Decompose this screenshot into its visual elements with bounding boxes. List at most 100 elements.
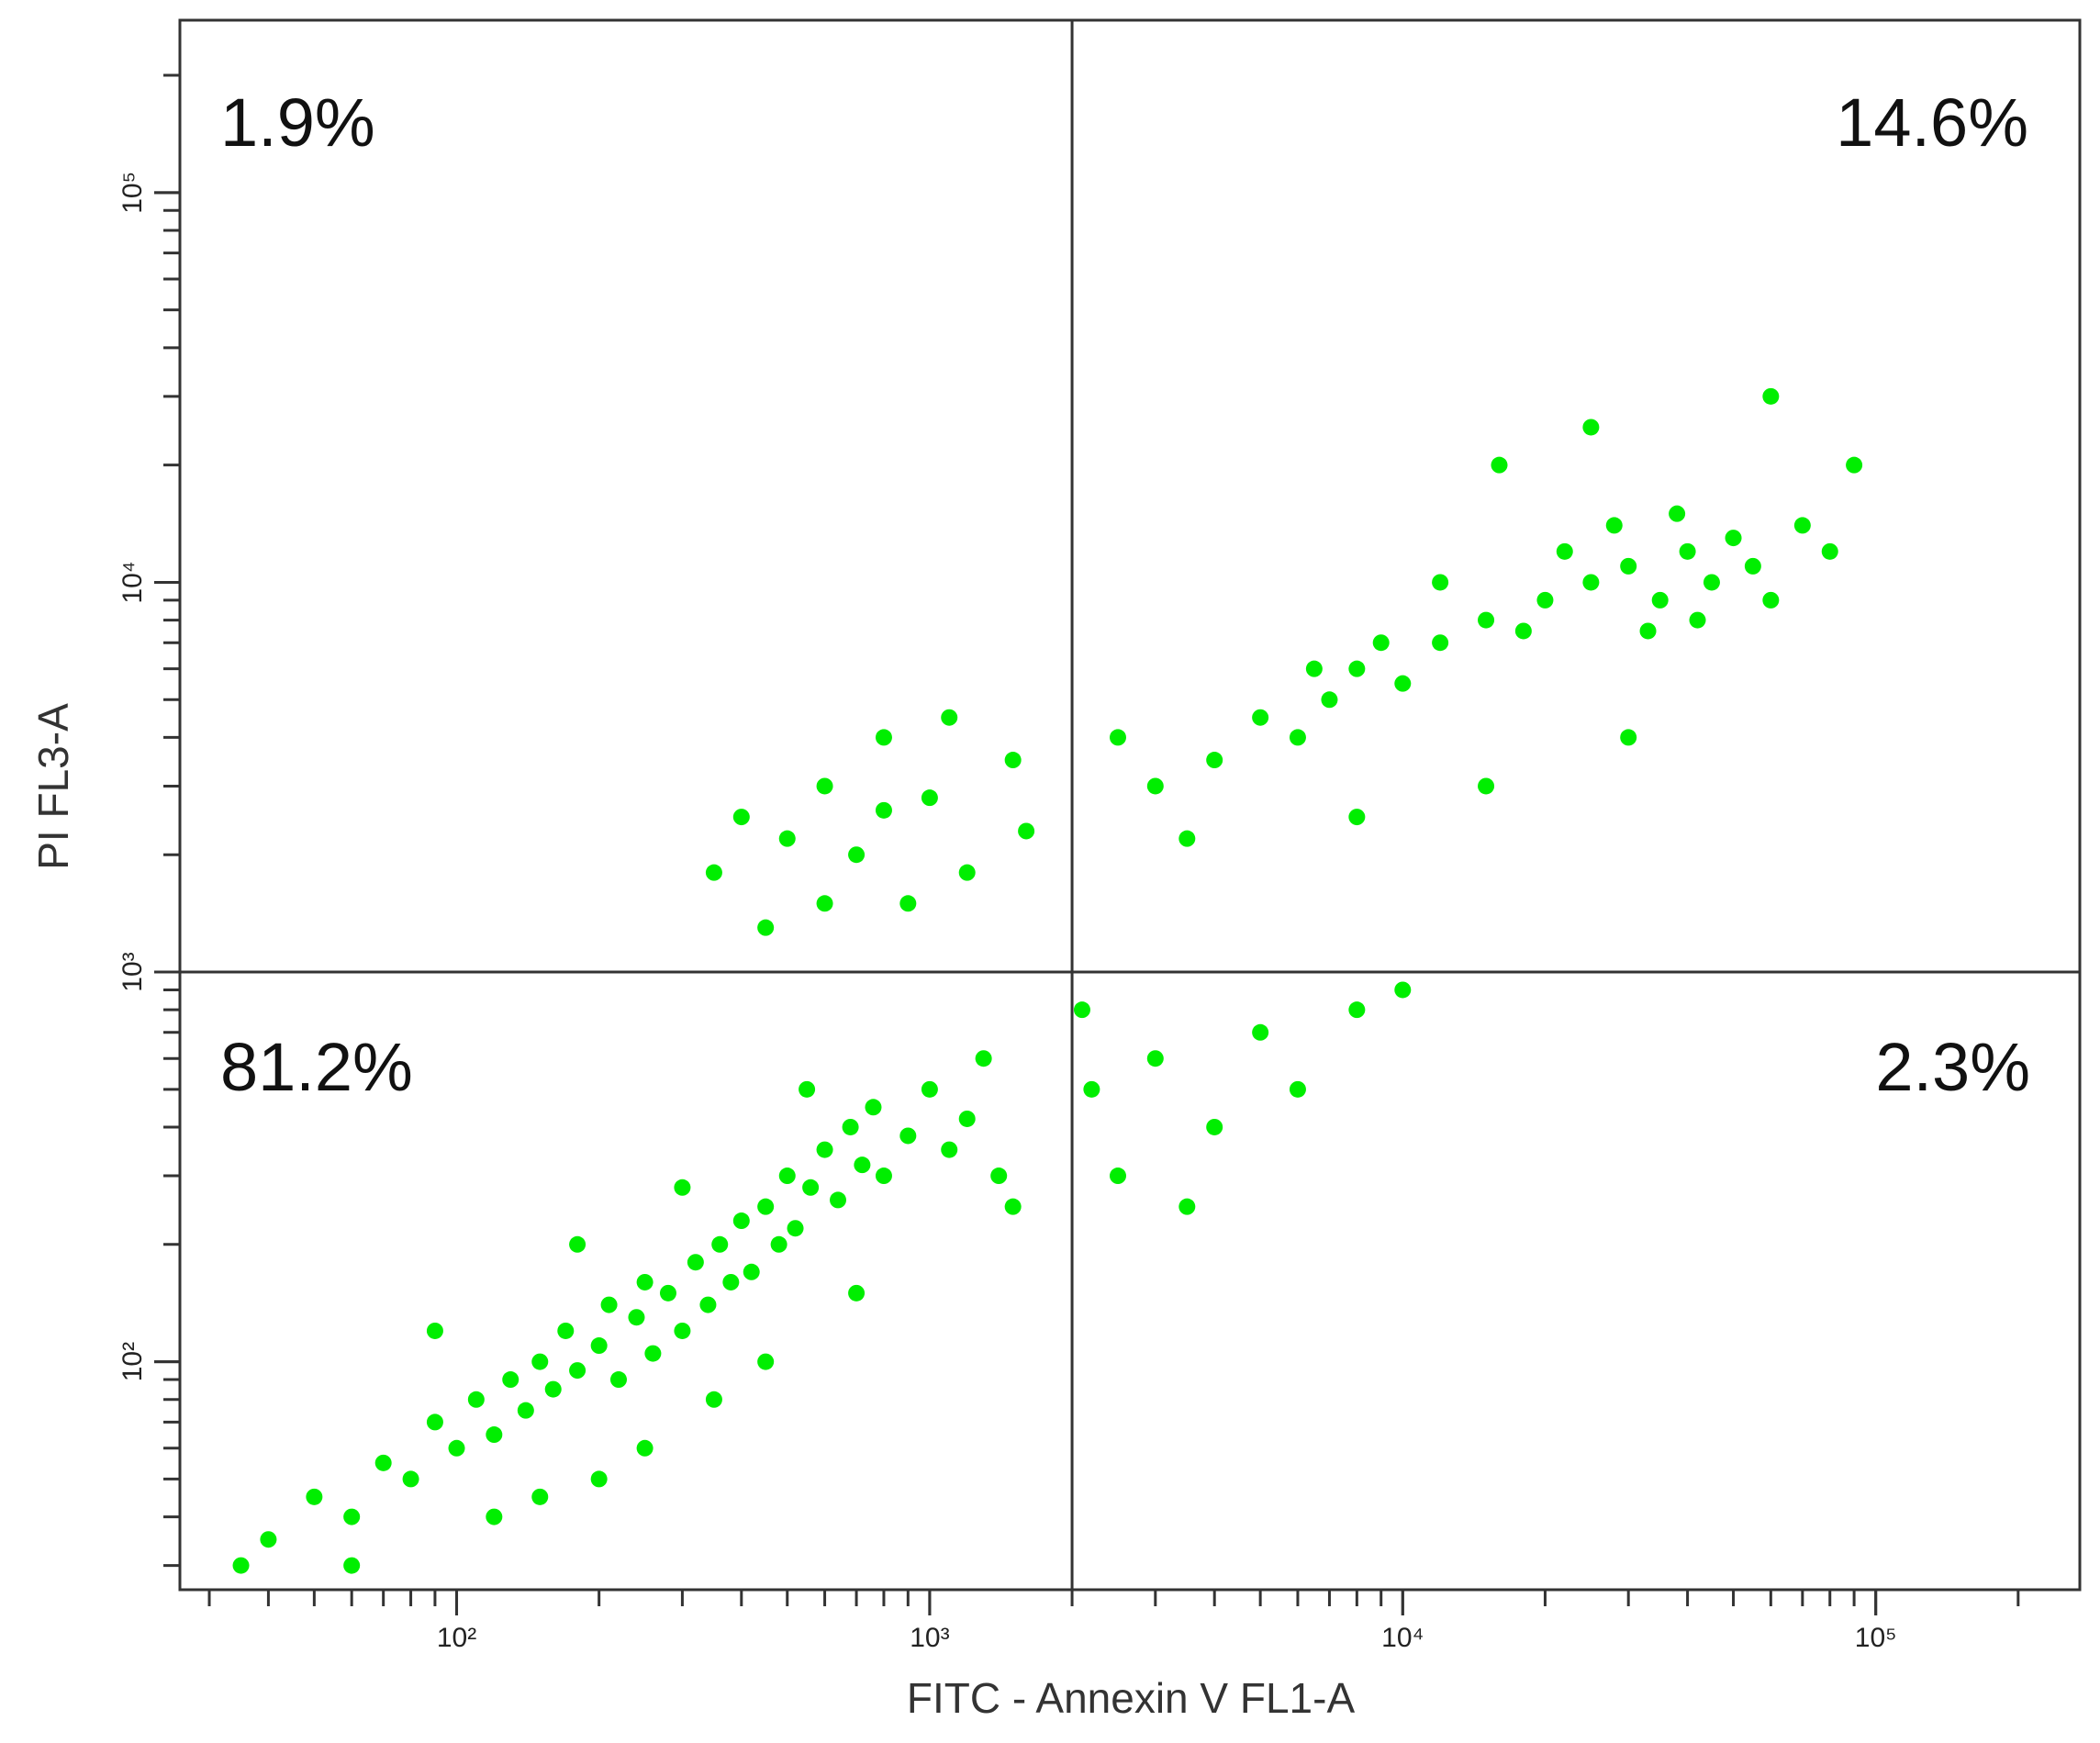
point (711, 1235, 729, 1253)
point (1620, 729, 1637, 746)
point (941, 709, 958, 726)
point (569, 1235, 586, 1253)
point (705, 1391, 722, 1408)
point (448, 1439, 465, 1457)
point (636, 1273, 653, 1290)
point (1762, 591, 1780, 609)
point (921, 1080, 938, 1098)
point (659, 1284, 676, 1302)
point (232, 1557, 250, 1574)
point (590, 1337, 608, 1355)
y-tick-label: 10³ (117, 952, 148, 991)
point (705, 864, 722, 881)
point (1083, 1080, 1100, 1098)
point (1073, 1001, 1090, 1019)
point (1321, 691, 1338, 709)
point (590, 1470, 608, 1488)
point (865, 1099, 882, 1116)
x-tick-label: 10⁵ (1855, 1623, 1897, 1653)
point (1651, 591, 1669, 609)
point (699, 1296, 717, 1313)
quadrant-label: 81.2% (220, 1029, 413, 1105)
point (778, 1168, 796, 1185)
point (816, 777, 833, 795)
point (1793, 517, 1811, 534)
point (778, 830, 796, 847)
point (958, 864, 976, 881)
point (1252, 709, 1269, 726)
point (687, 1254, 704, 1271)
point (1639, 622, 1657, 640)
point (1582, 419, 1600, 436)
point (1305, 660, 1323, 677)
point (1514, 622, 1532, 640)
quadrant-label: 2.3% (1875, 1029, 2030, 1105)
point (544, 1380, 562, 1398)
point (770, 1235, 788, 1253)
point (722, 1273, 740, 1290)
point (1146, 777, 1164, 795)
point (757, 1198, 775, 1215)
point (402, 1470, 419, 1488)
point (502, 1371, 519, 1389)
point (1620, 557, 1637, 575)
point (990, 1168, 1008, 1185)
point (1394, 981, 1412, 999)
point (1762, 387, 1780, 405)
point (1252, 1023, 1269, 1041)
point (557, 1322, 575, 1339)
point (486, 1426, 503, 1444)
point (1846, 456, 1863, 474)
point (899, 895, 917, 912)
point (757, 1353, 775, 1370)
point (674, 1322, 691, 1339)
point (609, 1371, 627, 1389)
point (517, 1402, 534, 1419)
point (1348, 660, 1366, 677)
point (743, 1263, 760, 1280)
point (1703, 574, 1720, 591)
point (1432, 634, 1449, 652)
point (1744, 557, 1761, 575)
point (531, 1488, 549, 1505)
point (1178, 1198, 1196, 1215)
plot-frame (178, 18, 2082, 1592)
point (854, 1156, 871, 1174)
point (875, 1168, 892, 1185)
quadrant-label: 1.9% (220, 84, 375, 161)
point (1556, 542, 1573, 560)
quadrant-label: 14.6% (1836, 84, 2028, 161)
point (1679, 542, 1696, 560)
point (875, 729, 892, 746)
point (1394, 675, 1412, 692)
point (830, 1191, 847, 1209)
point (732, 809, 750, 826)
point (1478, 777, 1495, 795)
y-tick-label: 10⁴ (117, 561, 148, 603)
point (1289, 1080, 1306, 1098)
point (1605, 517, 1623, 534)
point (757, 919, 775, 936)
point (467, 1391, 485, 1408)
point (975, 1050, 992, 1067)
point (600, 1296, 618, 1313)
point (1109, 729, 1126, 746)
point (343, 1557, 361, 1574)
point (644, 1345, 662, 1362)
point (1289, 729, 1306, 746)
point (374, 1454, 392, 1471)
point (1478, 611, 1495, 629)
points (232, 387, 1863, 1574)
point (426, 1322, 443, 1339)
point (628, 1309, 645, 1326)
point (1582, 574, 1600, 591)
point (816, 895, 833, 912)
point (674, 1179, 691, 1196)
point (848, 846, 866, 864)
x-axis-title: FITC - Annexin V FL1-A (907, 1674, 1356, 1722)
point (569, 1362, 586, 1380)
point (1669, 505, 1686, 522)
x-tick-label: 10⁴ (1381, 1623, 1424, 1653)
point (1109, 1168, 1126, 1185)
